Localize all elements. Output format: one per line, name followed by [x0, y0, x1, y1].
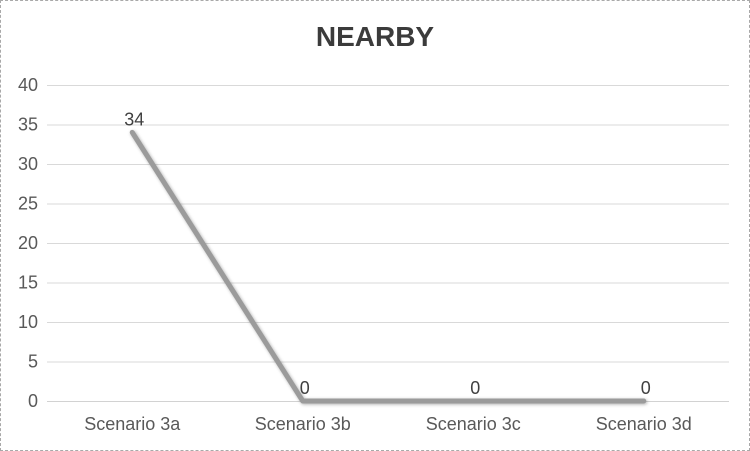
y-tick-label: 15: [18, 273, 38, 293]
chart-title: NEARBY: [315, 21, 435, 52]
x-category-label: Scenario 3a: [84, 414, 181, 434]
data-label: 0: [641, 378, 651, 398]
series-line-nearby[interactable]: [129, 129, 647, 404]
data-label: 0: [300, 378, 310, 398]
data-label: 0: [470, 378, 480, 398]
x-category-label: Scenario 3c: [426, 414, 521, 434]
data-label: 34: [124, 109, 144, 129]
y-tick-label: 0: [28, 391, 38, 411]
x-category-label: Scenario 3d: [596, 414, 692, 434]
x-category-label: Scenario 3b: [255, 414, 351, 434]
y-tick-label: 25: [18, 194, 38, 214]
y-tick-label: 20: [18, 233, 38, 253]
y-tick-label: 35: [18, 115, 38, 135]
y-tick-label: 5: [28, 352, 38, 372]
y-tick-label: 40: [18, 75, 38, 95]
y-tick-label: 30: [18, 154, 38, 174]
y-tick-label: 10: [18, 312, 38, 332]
